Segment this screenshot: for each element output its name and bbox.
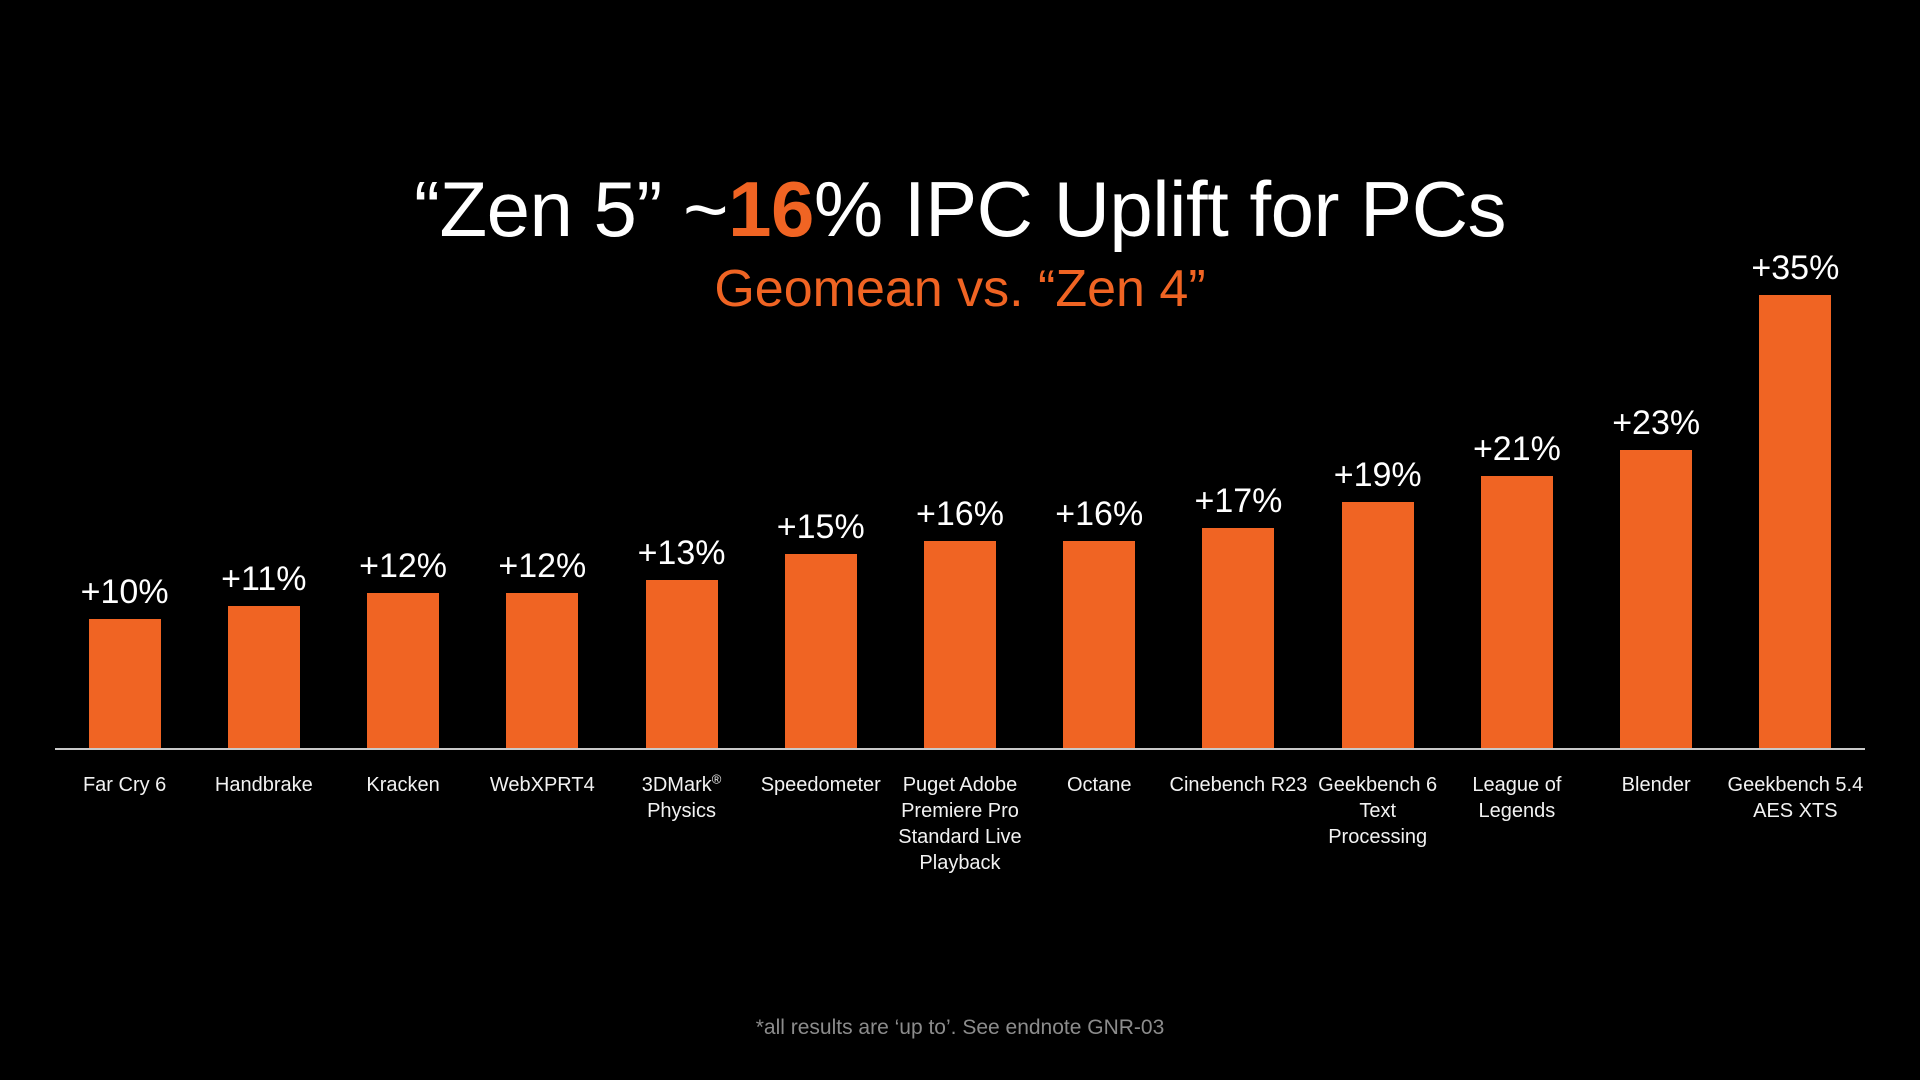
bar-column[interactable]: +35%	[1726, 240, 1865, 748]
bar[interactable]	[1341, 502, 1414, 748]
bar[interactable]	[1759, 295, 1832, 748]
bar-column[interactable]: +13%	[612, 240, 751, 748]
bar-chart: +10% +11% +12% +12% +13% +15% +16% +16% +17% +19%…	[55, 240, 1865, 752]
bar-value-label: +10%	[80, 573, 169, 611]
bar-value-label: +21%	[1472, 430, 1561, 468]
x-axis-category-label: Octane	[1066, 774, 1132, 796]
bar-value-label: +35%	[1751, 249, 1840, 287]
x-axis-category-label: WebXPRT4	[489, 774, 595, 796]
x-axis-category-label: Cinebench R23	[1169, 774, 1308, 796]
bar-column[interactable]: +10%	[55, 240, 194, 748]
bar[interactable]	[923, 541, 996, 748]
bar-value-label: +16%	[1055, 495, 1144, 533]
bar-value-label: +13%	[637, 534, 726, 572]
bar-value-label: +17%	[1194, 482, 1283, 520]
bar-column[interactable]: +16%	[1030, 240, 1169, 748]
bar[interactable]	[784, 554, 857, 748]
bar[interactable]	[1480, 476, 1553, 748]
chart-plot-area: +10% +11% +12% +12% +13% +15% +16% +16% +17% +19%…	[55, 240, 1865, 750]
bar[interactable]	[367, 593, 440, 748]
bar-value-label: +11%	[221, 560, 307, 598]
bar[interactable]	[1063, 541, 1136, 748]
x-axis-category-label: 3DMark® Physics	[641, 771, 722, 822]
bar-value-label: +19%	[1333, 456, 1422, 494]
footnote: *all results are ‘up to’. See endnote GN…	[755, 1016, 1165, 1039]
bar-column[interactable]: +23%	[1587, 240, 1726, 748]
bar[interactable]	[88, 619, 161, 748]
bar-column[interactable]: +21%	[1447, 240, 1586, 748]
bar[interactable]	[1620, 450, 1693, 748]
x-axis-category-label: Blender	[1621, 774, 1691, 796]
bar-column[interactable]: +11%	[194, 240, 333, 748]
bar-column[interactable]: +15%	[751, 240, 890, 748]
x-axis-category-label: Geekbench 5.4 AES XTS	[1727, 774, 1864, 822]
x-axis-category-label: Speedometer	[760, 774, 881, 796]
bar-value-label: +15%	[776, 508, 865, 546]
bar-value-label: +12%	[359, 547, 448, 585]
x-axis-category-label: Far Cry 6	[82, 774, 167, 796]
bar-column[interactable]: +12%	[333, 240, 472, 748]
bar[interactable]	[506, 593, 579, 748]
bar-column[interactable]: +16%	[890, 240, 1029, 748]
bar-value-label: +12%	[498, 547, 587, 585]
bar-value-label: +23%	[1612, 404, 1701, 442]
bar[interactable]	[645, 580, 718, 748]
bar[interactable]	[227, 606, 300, 748]
x-axis-line	[55, 748, 1865, 750]
bar-column[interactable]: +17%	[1169, 240, 1308, 748]
bar-column[interactable]: +12%	[473, 240, 612, 748]
x-axis-category-label: Puget Adobe Premiere Pro Standard Live Play…	[898, 774, 1022, 874]
page-title: “Zen 5” ~16% IPC Uplift for PCs	[0, 169, 1920, 250]
bar-value-label: +16%	[916, 495, 1004, 533]
bar[interactable]	[1202, 528, 1275, 748]
x-axis-category-label: League of Legends	[1472, 774, 1562, 822]
x-axis-category-label: Kracken	[366, 774, 440, 796]
bar-column[interactable]: +19%	[1308, 240, 1447, 748]
x-axis-category-label: Handbrake	[214, 774, 313, 796]
x-axis-category-label: Geekbench 6 Text Processing	[1318, 774, 1438, 848]
